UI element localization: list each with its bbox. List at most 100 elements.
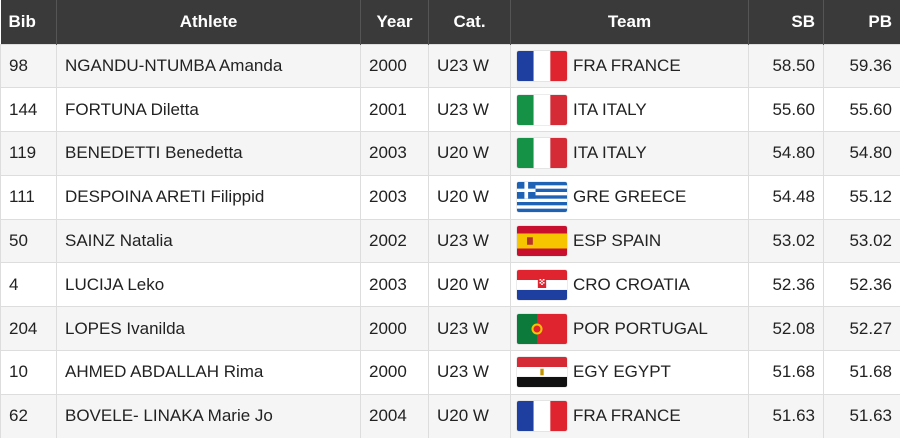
pb-cell: 55.12	[823, 174, 900, 220]
team-cell: FRA FRANCE	[510, 43, 749, 89]
team-name: GRE GREECE	[573, 187, 687, 207]
header-year: Year	[360, 0, 429, 44]
pb-cell: 53.02	[823, 218, 900, 264]
bib-cell: 98	[0, 43, 57, 89]
flag-part	[537, 277, 547, 288]
team-cell: ITA ITALY	[510, 87, 749, 133]
athlete-row: 62 BOVELE- LINAKA Marie Jo 2004 U20 W FRA FR…	[0, 393, 900, 438]
flag-part	[542, 281, 545, 284]
year-cell: 2003	[360, 262, 429, 308]
flag-gre	[517, 182, 567, 213]
athlete-row: 4 LUCIJA Leko 2003 U20 W CRO CROATIA 52.36 52.…	[0, 262, 900, 308]
team-name: POR PORTUGAL	[573, 318, 708, 338]
flag-part	[527, 237, 533, 245]
team-cell: EGY EGYPT	[510, 350, 749, 395]
flag-part	[540, 369, 544, 376]
flag-part	[550, 94, 567, 125]
athlete-cell: BENEDETTI Benedetta	[56, 131, 361, 176]
header-pb: PB	[823, 0, 900, 44]
pb-cell: 55.60	[823, 87, 900, 133]
year-cell: 2001	[360, 87, 429, 133]
flag-part	[550, 138, 567, 169]
sb-cell: 54.80	[748, 131, 824, 176]
flag-part	[517, 313, 537, 344]
pb-cell: 59.36	[823, 43, 900, 89]
athlete-cell: DESPOINA ARETI Filippid	[56, 174, 361, 220]
header-category: Cat.	[428, 0, 511, 44]
flag-part	[517, 188, 536, 193]
flag-part	[533, 94, 551, 125]
pb-cell: 52.36	[823, 262, 900, 308]
team-name: FRA FRANCE	[573, 406, 681, 426]
category-cell: U23 W	[428, 350, 511, 395]
flag-part	[517, 289, 567, 300]
athlete-row: 98 NGANDU-NTUMBA Amanda 2000 U23 W FRA FRANC…	[0, 43, 900, 89]
flag-part	[517, 377, 567, 388]
sb-cell: 55.60	[748, 87, 824, 133]
athlete-cell: LUCIJA Leko	[56, 262, 361, 308]
bib-cell: 119	[0, 131, 57, 176]
year-cell: 2000	[360, 306, 429, 352]
category-cell: U23 W	[428, 87, 511, 133]
athlete-row: 144 FORTUNA Diletta 2001 U23 W ITA ITALY 55.6…	[0, 87, 900, 133]
team-cell: ESP SPAIN	[510, 218, 749, 264]
pb-cell: 54.80	[823, 131, 900, 176]
year-cell: 2003	[360, 174, 429, 220]
flag-part	[533, 138, 551, 169]
bib-cell: 204	[0, 306, 57, 352]
flag-part	[517, 50, 534, 81]
pb-cell: 51.63	[823, 393, 900, 438]
sb-cell: 58.50	[748, 43, 824, 89]
flag-part	[517, 233, 567, 249]
flag-part	[517, 205, 567, 209]
flag-part	[550, 50, 567, 81]
flag-part	[541, 280, 543, 282]
flag-part	[539, 278, 542, 281]
flag-part	[542, 278, 545, 281]
flag-part	[517, 401, 534, 432]
bib-cell: 62	[0, 393, 57, 438]
flag-part	[517, 94, 534, 125]
year-cell: 2000	[360, 350, 429, 395]
sb-cell: 52.08	[748, 306, 824, 352]
flag-fra	[517, 401, 567, 432]
pb-cell: 52.27	[823, 306, 900, 352]
table-body: 98 NGANDU-NTUMBA Amanda 2000 U23 W FRA FRANC…	[0, 43, 900, 438]
bib-cell: 144	[0, 87, 57, 133]
flag-ita	[517, 138, 567, 169]
flag-part	[533, 325, 541, 333]
category-cell: U20 W	[428, 131, 511, 176]
athlete-row: 111 DESPOINA ARETI Filippid 2003 U20 W GRE G…	[0, 174, 900, 220]
header-bib: Bib	[0, 0, 57, 44]
category-cell: U23 W	[428, 306, 511, 352]
team-name: FRA FRANCE	[573, 55, 681, 75]
flag-part	[517, 357, 567, 368]
athlete-cell: SAINZ Natalia	[56, 218, 361, 264]
athlete-cell: NGANDU-NTUMBA Amanda	[56, 43, 361, 89]
bib-cell: 4	[0, 262, 57, 308]
bib-cell: 10	[0, 350, 57, 395]
header-row: Bib Athlete Year Cat. Team SB PB	[0, 0, 900, 44]
athlete-cell: BOVELE- LINAKA Marie Jo	[56, 393, 361, 438]
header-athlete: Athlete	[56, 0, 361, 44]
flag-fra	[517, 50, 567, 81]
flag-part	[517, 192, 567, 196]
category-cell: U23 W	[428, 218, 511, 264]
flag-part	[550, 401, 567, 432]
sb-cell: 51.63	[748, 393, 824, 438]
team-cell: FRA FRANCE	[510, 393, 749, 438]
table-header: Bib Athlete Year Cat. Team SB PB	[0, 0, 900, 44]
team-cell: CRO CROATIA	[510, 262, 749, 308]
year-cell: 2003	[360, 131, 429, 176]
team-cell: POR PORTUGAL	[510, 306, 749, 352]
flag-egy	[517, 357, 567, 388]
team-name: ITA ITALY	[573, 99, 647, 119]
flag-part	[517, 185, 567, 189]
flag-ita	[517, 94, 567, 125]
year-cell: 2002	[360, 218, 429, 264]
flag-part	[517, 198, 567, 203]
sb-cell: 53.02	[748, 218, 824, 264]
category-cell: U23 W	[428, 43, 511, 89]
category-cell: U20 W	[428, 262, 511, 308]
